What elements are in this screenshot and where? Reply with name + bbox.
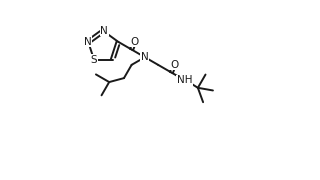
Text: N: N bbox=[141, 52, 149, 62]
Text: N: N bbox=[100, 26, 108, 36]
Text: S: S bbox=[91, 55, 97, 65]
Text: NH: NH bbox=[177, 75, 192, 85]
Text: O: O bbox=[170, 60, 178, 70]
Text: N: N bbox=[84, 37, 92, 47]
Text: O: O bbox=[130, 37, 139, 47]
